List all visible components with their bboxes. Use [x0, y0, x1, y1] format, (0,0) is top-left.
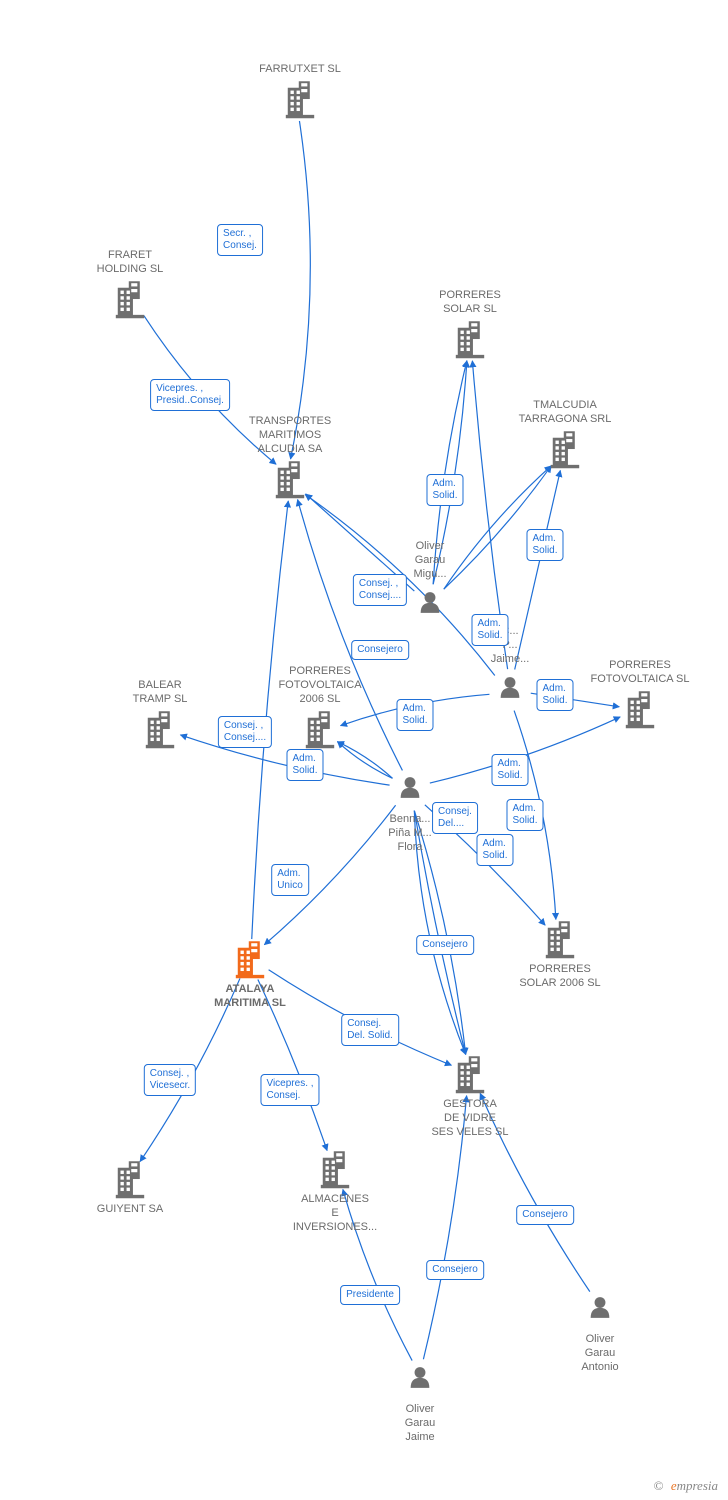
- edge: [531, 693, 619, 707]
- edge: [480, 1093, 590, 1291]
- edge: [414, 811, 465, 1055]
- company-icon[interactable]: [116, 281, 144, 318]
- company-icon[interactable]: [286, 81, 314, 118]
- edge: [269, 970, 452, 1066]
- edge: [444, 466, 551, 589]
- company-icon[interactable]: [626, 691, 654, 728]
- company-icon[interactable]: [276, 461, 304, 498]
- edge: [306, 494, 415, 591]
- edge: [337, 742, 392, 779]
- edge: [144, 316, 276, 465]
- edge: [515, 470, 561, 669]
- brand-rest: mpresia: [677, 1478, 718, 1493]
- person-icon[interactable]: [401, 777, 420, 798]
- company-icon[interactable]: [456, 321, 484, 358]
- edge: [433, 361, 467, 584]
- company-icon[interactable]: [546, 921, 574, 958]
- edge: [291, 121, 311, 459]
- company-icon[interactable]: [321, 1151, 349, 1188]
- person-icon[interactable]: [421, 592, 440, 613]
- edge: [305, 495, 495, 676]
- watermark: © empresia: [654, 1478, 718, 1494]
- edge: [264, 805, 395, 944]
- edge: [430, 717, 620, 783]
- edge: [258, 979, 327, 1150]
- copyright-symbol: ©: [654, 1478, 664, 1493]
- edge: [425, 805, 545, 925]
- edge: [341, 694, 490, 725]
- network-canvas: [0, 0, 728, 1500]
- edge: [140, 978, 240, 1161]
- company-icon[interactable]: [306, 711, 334, 748]
- person-icon[interactable]: [411, 1367, 430, 1388]
- edge: [180, 735, 389, 785]
- company-icon[interactable]: [551, 431, 579, 468]
- edge: [343, 1189, 412, 1360]
- edge: [433, 361, 467, 584]
- edge: [423, 1096, 466, 1360]
- person-icon[interactable]: [591, 1297, 610, 1318]
- company-icon[interactable]: [116, 1161, 144, 1198]
- edge: [414, 811, 465, 1055]
- edge: [252, 501, 289, 939]
- person-icon[interactable]: [501, 677, 520, 698]
- company-icon[interactable]: [146, 711, 174, 748]
- company-icon[interactable]: [456, 1056, 484, 1093]
- edge: [414, 811, 465, 1055]
- edge: [514, 711, 556, 920]
- edge: [444, 466, 551, 589]
- edge: [337, 742, 392, 779]
- company-icon[interactable]: [236, 941, 264, 978]
